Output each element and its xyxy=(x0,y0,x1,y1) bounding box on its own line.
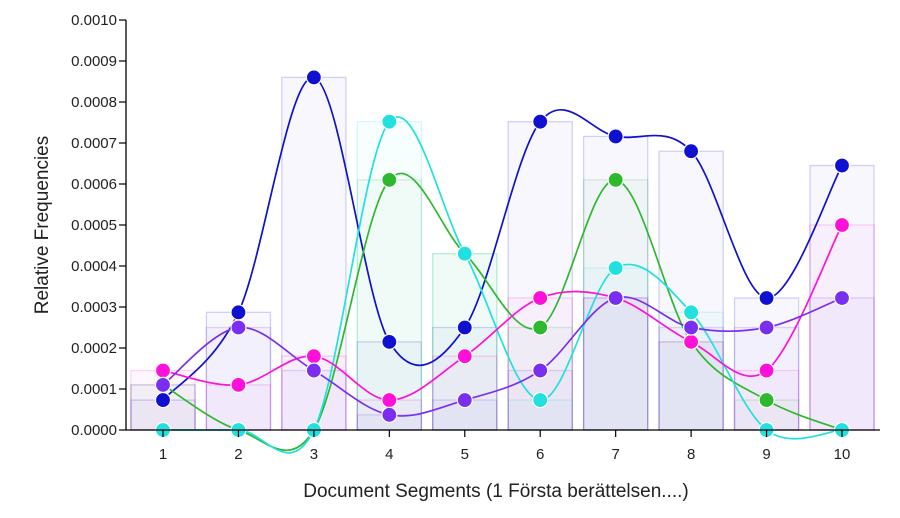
point-s5-2 xyxy=(230,319,247,336)
point-s5-4 xyxy=(381,406,398,423)
bar-s5-3 xyxy=(281,369,347,431)
y-tick-label-0.0005: 0.0005 xyxy=(71,217,117,234)
point-s1-8 xyxy=(683,143,700,160)
bar-s5-7 xyxy=(582,297,649,431)
series-line-1 xyxy=(162,76,843,401)
bar-s5-10 xyxy=(809,297,875,431)
y-tick-label-0.0009: 0.0009 xyxy=(71,53,117,70)
y-tick-label-0.0004: 0.0004 xyxy=(71,258,117,275)
point-s5-8 xyxy=(683,319,700,336)
point-s5-6 xyxy=(532,362,549,379)
point-s2-4 xyxy=(381,171,398,188)
x-tick-label-3: 3 xyxy=(310,446,318,463)
point-s1-2 xyxy=(230,304,247,321)
point-s4-10 xyxy=(833,216,851,234)
y-tick-label-0.0010: 0.0010 xyxy=(71,12,117,29)
bar-s3-4 xyxy=(356,121,423,431)
point-s4-1 xyxy=(154,362,172,379)
point-s5-7 xyxy=(607,289,624,307)
series-line-5 xyxy=(162,296,843,417)
point-s1-5 xyxy=(456,319,473,336)
point-s4-6 xyxy=(532,289,549,307)
point-s3-6 xyxy=(532,391,549,409)
point-s3-7 xyxy=(607,259,624,277)
x-tick-label-6: 6 xyxy=(536,446,544,463)
point-s2-6 xyxy=(532,319,549,336)
point-s2-9 xyxy=(758,391,775,409)
point-s1-4 xyxy=(381,333,398,350)
point-s1-3 xyxy=(305,69,322,86)
point-s4-3 xyxy=(305,348,322,365)
x-tick-label-4: 4 xyxy=(385,446,393,463)
y-tick-label-0.0001: 0.0001 xyxy=(71,381,117,398)
point-s4-4 xyxy=(381,391,398,409)
series-line-2 xyxy=(162,172,843,452)
point-s2-7 xyxy=(607,171,624,188)
y-tick-label-0.0000: 0.0000 xyxy=(71,422,117,439)
bar-s5-9 xyxy=(733,326,800,431)
point-s5-1 xyxy=(154,376,172,393)
y-tick-label-0.0002: 0.0002 xyxy=(71,340,117,357)
y-axis-title: Relative Frequencies xyxy=(32,136,53,314)
series-line-3 xyxy=(163,116,843,454)
points-layer xyxy=(154,69,851,439)
point-s3-4 xyxy=(381,113,398,130)
x-tick-label-1: 1 xyxy=(159,446,167,463)
series-line-4 xyxy=(162,224,843,401)
y-tick-label-0.0006: 0.0006 xyxy=(71,176,117,193)
y-tick-label-0.0003: 0.0003 xyxy=(71,299,117,316)
point-s3-5 xyxy=(456,245,473,262)
x-tick-label-7: 7 xyxy=(611,446,619,463)
x-tick-label-10: 10 xyxy=(834,446,851,463)
point-s4-2 xyxy=(230,376,247,393)
point-s1-9 xyxy=(758,289,775,307)
point-s1-1 xyxy=(154,391,172,409)
y-tick-label-0.0008: 0.0008 xyxy=(71,94,117,111)
point-s5-9 xyxy=(758,319,775,336)
point-s3-8 xyxy=(683,304,700,321)
point-s1-7 xyxy=(607,128,624,145)
x-tick-label-8: 8 xyxy=(687,446,695,463)
lines-layer xyxy=(162,76,843,454)
point-s1-6 xyxy=(532,113,549,130)
x-axis-title: Document Segments (1 Första berättelsen.… xyxy=(303,481,688,502)
point-s4-8 xyxy=(683,333,700,350)
point-s5-10 xyxy=(833,289,851,307)
x-tick-label-5: 5 xyxy=(461,446,469,463)
point-s5-5 xyxy=(456,391,473,409)
point-s4-9 xyxy=(758,362,775,379)
x-tick-label-2: 2 xyxy=(234,446,242,463)
x-tick-label-9: 9 xyxy=(762,446,770,463)
point-s1-10 xyxy=(833,157,851,174)
y-tick-label-0.0007: 0.0007 xyxy=(71,135,117,152)
point-s5-3 xyxy=(305,362,322,379)
ticks-layer: 1 2 3 4 5 6 7 8 9 10 0.0000 0.0001 0.0002 0.0003 0.000… xyxy=(71,12,850,463)
point-s4-5 xyxy=(456,348,473,365)
